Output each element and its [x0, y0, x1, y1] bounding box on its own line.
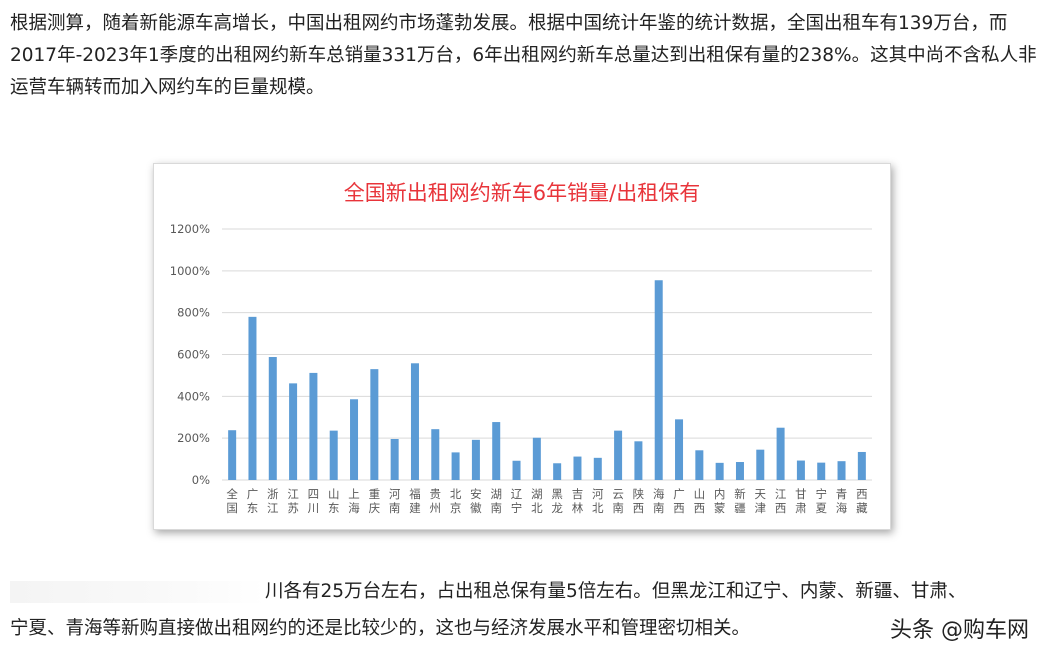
x-tick-label: 黑龙: [551, 487, 563, 515]
paragraph-bottom-line2: 宁夏、青海等新购直接做出租网约的还是比较少的，这也与经济发展水平和管理密切相关。: [10, 618, 751, 639]
bar: [410, 363, 419, 480]
bar: [593, 457, 602, 480]
bar: [471, 439, 480, 480]
bar: [268, 357, 277, 480]
bar: [553, 463, 562, 480]
x-tick-label: 云南: [612, 487, 624, 515]
watermark: 头条 @购车网: [890, 618, 1029, 643]
bar: [837, 461, 846, 480]
chart-card: 全国新出租网约新车6年销量/出租保有 0% 200% 400% 600% 800% 100…: [153, 163, 891, 530]
y-tick-label: 200%: [177, 431, 210, 445]
x-tick-label: 山西: [694, 487, 706, 515]
bar: [573, 456, 582, 480]
y-tick-label: 600%: [177, 348, 210, 362]
paragraph-bottom-line1: 川各有25万台左右，占出租总保有量5倍左右。但黑龙江和辽宁、内蒙、新疆、甘肃、: [265, 581, 967, 602]
bar: [451, 452, 460, 480]
x-tick-label: 陕西: [633, 487, 645, 515]
x-tick-label: 全国: [226, 487, 238, 515]
bars: [228, 280, 866, 480]
x-tick-label: 贵州: [430, 487, 442, 515]
paragraph-top: 根据测算，随着新能源车高增长，中国出租网约市场蓬勃发展。根据中国统计年鉴的统计数…: [10, 13, 1037, 98]
bar: [228, 430, 237, 480]
x-tick-label: 北京: [450, 487, 462, 515]
y-tick-label: 1200%: [170, 222, 210, 236]
bar: [492, 422, 501, 480]
bar: [350, 399, 359, 480]
bar: [675, 419, 684, 480]
bar: [512, 460, 521, 480]
bar: [756, 449, 765, 480]
y-tick-label: 1000%: [170, 264, 210, 278]
x-tick-label: 新疆: [734, 487, 746, 515]
x-tick-label: 安徽: [470, 487, 482, 515]
bar: [289, 383, 298, 480]
y-tick-label: 0%: [192, 473, 210, 487]
x-tick-label: 湖北: [531, 487, 543, 515]
x-tick-label: 吉林: [572, 487, 584, 515]
bar: [654, 280, 663, 480]
x-tick-label: 上海: [348, 487, 360, 515]
bar: [796, 460, 805, 480]
y-tick-label: 800%: [177, 306, 210, 320]
gridlines: [222, 228, 872, 481]
x-tick-label: 西藏: [856, 487, 868, 515]
x-tick-label: 江苏: [287, 487, 299, 515]
paragraph-bottom: 川各有25万台左右，占出租总保有量5倍左右。但黑龙江和辽宁、内蒙、新疆、甘肃、 …: [10, 573, 1040, 647]
x-tick-label: 浙江: [267, 487, 279, 515]
y-axis-ticks: 0% 200% 400% 600% 800% 1000% 1200%: [170, 222, 210, 487]
x-tick-label: 甘肃: [795, 487, 807, 515]
bar: [634, 441, 643, 480]
chart-title: 全国新出租网约新车6年销量/出租保有: [344, 181, 700, 205]
bar: [309, 372, 318, 480]
x-tick-label: 河北: [592, 487, 604, 515]
bar: [614, 430, 623, 480]
bar: [390, 439, 399, 480]
bar: [370, 369, 379, 480]
x-tick-label: 湖南: [490, 487, 502, 515]
bar: [735, 462, 744, 480]
bar: [695, 450, 704, 480]
bar: [715, 462, 724, 480]
bar: [817, 462, 826, 480]
x-tick-label: 内蒙: [714, 487, 726, 515]
bar: [857, 451, 866, 480]
x-tick-label: 福建: [409, 487, 421, 515]
x-tick-label: 河南: [389, 487, 401, 515]
bar: [248, 316, 257, 480]
bar: [329, 430, 338, 480]
x-tick-label: 广东: [247, 487, 259, 515]
x-tick-label: 青海: [836, 487, 848, 515]
x-tick-label: 江西: [775, 487, 787, 515]
x-axis-ticks: 全国广东浙江江苏四川山东上海重庆河南福建贵州北京安徽湖南辽宁湖北黑龙吉林河北云南…: [226, 487, 868, 515]
x-tick-label: 广西: [673, 487, 685, 515]
x-tick-label: 四川: [308, 487, 320, 515]
blurred-text-region: [10, 581, 265, 603]
x-tick-label: 重庆: [369, 487, 381, 515]
bar-chart: 全国新出租网约新车6年销量/出租保有 0% 200% 400% 600% 800% 100…: [170, 181, 872, 515]
y-tick-label: 400%: [177, 389, 210, 403]
x-tick-label: 天津: [755, 487, 767, 515]
x-tick-label: 宁夏: [815, 487, 827, 515]
x-tick-label: 山东: [328, 487, 340, 515]
x-tick-label: 辽宁: [511, 487, 523, 515]
x-tick-label: 海南: [653, 487, 665, 515]
bar: [431, 429, 440, 480]
bar: [776, 427, 785, 480]
bar: [532, 437, 541, 480]
